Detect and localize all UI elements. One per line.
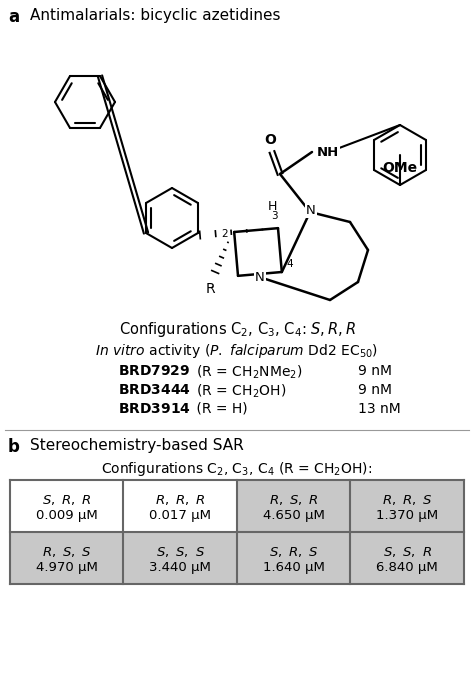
Text: 1.370 μM: 1.370 μM: [376, 509, 438, 522]
Text: $\it{S,\ S,\ R}$: $\it{S,\ S,\ R}$: [383, 545, 432, 559]
Text: OMe: OMe: [383, 161, 418, 175]
Text: 4.650 μM: 4.650 μM: [263, 509, 325, 522]
Text: N: N: [255, 271, 265, 284]
Text: 9 nM: 9 nM: [358, 383, 392, 397]
Text: 3: 3: [271, 211, 277, 221]
Text: $\mathbf{BRD7929}$: $\mathbf{BRD7929}$: [118, 364, 190, 378]
Text: 13 nM: 13 nM: [358, 402, 401, 416]
Text: 0.009 μM: 0.009 μM: [36, 509, 98, 522]
Text: Configurations C$_2$, C$_3$, C$_4$ (R = CH$_2$OH):: Configurations C$_2$, C$_3$, C$_4$ (R = …: [101, 460, 373, 478]
Text: $\it{R,\ R,\ R}$: $\it{R,\ R,\ R}$: [155, 493, 206, 507]
Text: $\mathbf{BRD3444}$: $\mathbf{BRD3444}$: [118, 383, 191, 397]
Text: $\it{R,\ S,\ S}$: $\it{R,\ S,\ S}$: [42, 545, 91, 559]
Text: 9 nM: 9 nM: [358, 364, 392, 378]
Text: 0.017 μM: 0.017 μM: [149, 509, 211, 522]
Text: N: N: [306, 204, 316, 217]
Text: $\it{R,\ R,\ S}$: $\it{R,\ R,\ S}$: [382, 493, 433, 507]
Text: Stereochemistry-based SAR: Stereochemistry-based SAR: [30, 438, 244, 453]
Text: $\it{In\ vitro}$ activity ($\it{P.\ falciparum}$ Dd2 EC$_{50}$): $\it{In\ vitro}$ activity ($\it{P.\ falc…: [95, 342, 379, 360]
Text: 1.640 μM: 1.640 μM: [263, 561, 325, 574]
Text: 4.970 μM: 4.970 μM: [36, 561, 98, 574]
Text: $\it{S,\ R,\ R}$: $\it{S,\ R,\ R}$: [42, 493, 91, 507]
Text: (R = H): (R = H): [192, 402, 247, 416]
Text: $\it{S,\ R,\ S}$: $\it{S,\ R,\ S}$: [269, 545, 319, 559]
Bar: [124, 532, 237, 584]
Text: Configurations C$_2$, C$_3$, C$_4$: $\it{S, R, R}$: Configurations C$_2$, C$_3$, C$_4$: $\it…: [118, 320, 356, 339]
Text: 6.840 μM: 6.840 μM: [376, 561, 438, 574]
Text: b: b: [8, 438, 20, 456]
Text: $\mathbf{BRD3914}$: $\mathbf{BRD3914}$: [118, 402, 191, 416]
Bar: [237, 532, 350, 584]
Text: (R = CH$_2$NMe$_2$): (R = CH$_2$NMe$_2$): [192, 364, 302, 382]
Text: Antimalarials: bicyclic azetidines: Antimalarials: bicyclic azetidines: [30, 8, 281, 23]
Text: $\it{S,\ S,\ S}$: $\it{S,\ S,\ S}$: [156, 545, 205, 559]
Bar: [10, 480, 124, 532]
Text: a: a: [8, 8, 19, 26]
Bar: [350, 532, 464, 584]
Text: R: R: [205, 282, 215, 296]
Text: 2: 2: [221, 229, 228, 239]
Bar: [237, 480, 350, 532]
Text: H: H: [267, 199, 277, 213]
Text: 3.440 μM: 3.440 μM: [149, 561, 211, 574]
Bar: [124, 480, 237, 532]
Bar: [350, 480, 464, 532]
Text: NH: NH: [317, 147, 339, 159]
Text: 4: 4: [286, 259, 293, 269]
Text: $\it{R,\ S,\ R}$: $\it{R,\ S,\ R}$: [269, 493, 319, 507]
Text: (R = CH$_2$OH): (R = CH$_2$OH): [192, 383, 286, 400]
Bar: [10, 532, 124, 584]
Text: O: O: [264, 133, 276, 147]
